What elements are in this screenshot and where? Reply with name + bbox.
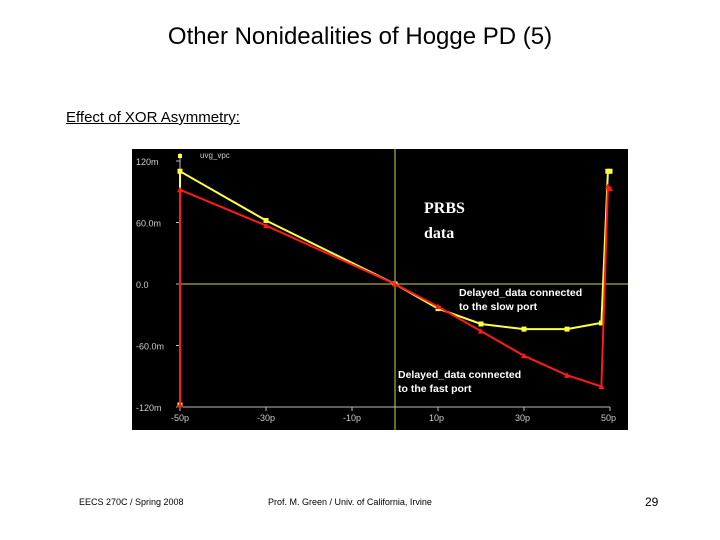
annotation-slow-line2: to the slow port [459, 301, 538, 313]
annotation-prbs: PRBS [424, 200, 465, 217]
y-tick-label: 0.0 [136, 280, 149, 290]
y-tick-label: 60.0m [136, 219, 161, 229]
x-tick-label: 30p [515, 413, 530, 423]
series-2-marker [263, 222, 269, 229]
x-tick-label: 50p [601, 413, 616, 423]
waveform-svg: -50p -30p -10p 10p 30p 50p 120m 60.0m 0.0 -60.0m -… [136, 149, 628, 430]
series-2-marker [478, 328, 484, 334]
legend-top: uvg_vpc [200, 151, 230, 160]
y-tick-label: 120m [136, 157, 159, 167]
series-2-marker [598, 383, 605, 389]
series-1-marker [598, 320, 604, 326]
series-2-marker [435, 303, 441, 310]
series-2-marker [177, 401, 183, 408]
x-tick-label: -10p [343, 413, 361, 423]
series-1-marker [564, 326, 570, 332]
legend-marker [178, 154, 182, 158]
x-tick-label: -30p [257, 413, 275, 423]
slide-title: Other Nonidealities of Hogge PD (5) [167, 23, 553, 50]
y-tick-label: -120m [136, 403, 162, 413]
annotation-slow-line1: Delayed_data connected [459, 287, 582, 299]
series-1-marker [607, 168, 613, 174]
annotation-data: data [424, 225, 454, 242]
series-2-marker [521, 352, 527, 359]
page-number: 29 [645, 495, 659, 509]
x-tick-label: 10p [429, 413, 444, 423]
series-2-marker [177, 186, 183, 193]
section-heading: Effect of XOR Asymmetry: [66, 109, 240, 126]
annotation-fast-line2: to the fast port [398, 383, 472, 395]
annotation-fast-line1: Delayed_data connected [398, 369, 521, 381]
series-1-marker [521, 326, 527, 332]
y-tick-label: -60.0m [136, 342, 164, 352]
footer-course: EECS 270C / Spring 2008 [79, 497, 184, 507]
series-2-marker [392, 281, 398, 287]
series-1-marker [263, 217, 269, 223]
series-2-marker [564, 372, 570, 378]
series-1-marker [177, 168, 183, 174]
series-1-marker [478, 321, 484, 327]
series-2-marker [607, 185, 613, 192]
waveform-plot: -50p -30p -10p 10p 30p 50p 120m 60.0m 0.0 -60.0m -… [132, 149, 628, 430]
x-tick-label: -50p [171, 413, 189, 423]
footer-author: Prof. M. Green / Univ. of California, Ir… [268, 497, 432, 507]
